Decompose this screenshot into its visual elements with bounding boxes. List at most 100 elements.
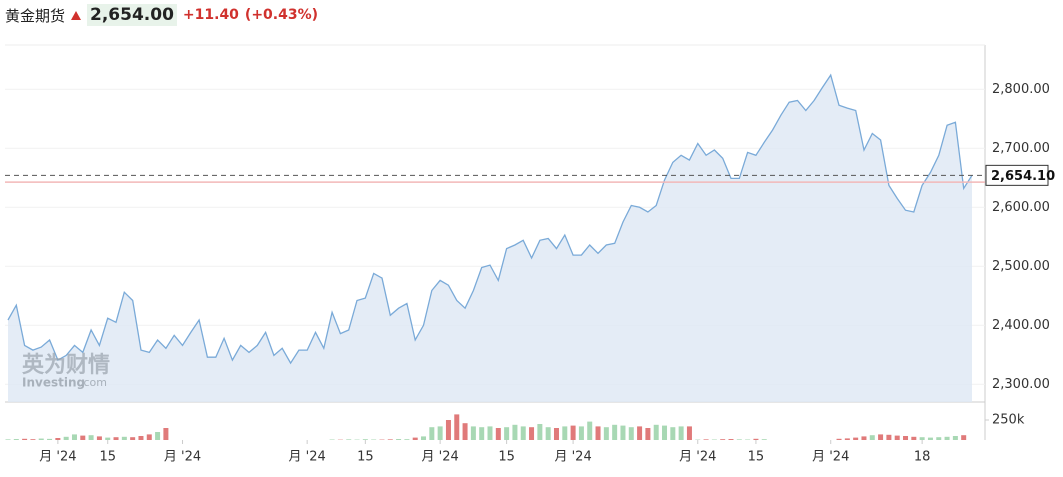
volume-bar xyxy=(761,439,767,440)
volume-bar xyxy=(495,428,501,440)
volume-bar xyxy=(404,439,410,440)
change-percent: (+0.43%) xyxy=(244,7,319,23)
x-tick-label: 月 '24 xyxy=(164,450,201,465)
volume-bar xyxy=(578,426,584,440)
volume-bar xyxy=(520,426,526,440)
volume-bar xyxy=(105,437,111,440)
x-tick-label: 15 xyxy=(357,450,374,465)
volume-bar xyxy=(155,432,161,440)
volume-bar xyxy=(22,438,28,440)
volume-bar xyxy=(537,424,543,440)
volume-bar xyxy=(919,437,925,440)
x-tick-label: 15 xyxy=(498,450,515,465)
volume-bar xyxy=(703,439,709,440)
volume-bar xyxy=(570,425,576,440)
volume-bar xyxy=(911,436,917,440)
volume-bar xyxy=(861,436,867,440)
volume-bar xyxy=(878,434,884,440)
volume-bar xyxy=(903,436,909,440)
volume-bar xyxy=(944,436,950,440)
volume-bar xyxy=(728,439,734,440)
volume-bar xyxy=(479,427,485,440)
volume-bar xyxy=(603,427,609,440)
volume-bar xyxy=(437,426,443,440)
x-tick-label: 月 '24 xyxy=(679,450,716,465)
volume-bar xyxy=(529,427,535,440)
x-tick-label: 月 '24 xyxy=(39,450,76,465)
volume-bar xyxy=(30,439,36,440)
volume-bar xyxy=(38,438,44,440)
volume-bar xyxy=(47,438,53,440)
up-arrow xyxy=(71,10,82,20)
volume-bar xyxy=(138,436,144,440)
x-tick-label: 月 '24 xyxy=(422,450,459,465)
y-tick-label: 2,400.00 xyxy=(992,318,1050,333)
change: +11.40 xyxy=(182,7,239,23)
volume-bar xyxy=(927,437,933,440)
volume-bar xyxy=(678,426,684,440)
volume-bar xyxy=(55,438,61,440)
x-tick-label: 月 '24 xyxy=(289,450,326,465)
volume-bar xyxy=(130,437,136,440)
volume-bar xyxy=(612,424,618,440)
volume-bar xyxy=(952,436,958,440)
volume-tick-label: 250k xyxy=(992,413,1025,428)
x-tick-label: 月 '24 xyxy=(554,450,591,465)
last-price-label: 2,654.10 xyxy=(991,169,1055,184)
watermark-en: Investing xyxy=(22,376,85,390)
watermark-cn: 英为财情 xyxy=(22,352,110,378)
price: 2,654.00 xyxy=(87,4,177,26)
instrument-name: 黄金期货 xyxy=(5,6,66,25)
volume-bar xyxy=(686,426,692,440)
volume-bar xyxy=(121,436,127,440)
volume-bar xyxy=(96,436,102,440)
volume-bar xyxy=(5,439,11,440)
x-tick-label: 15 xyxy=(99,450,116,465)
y-tick-label: 2,500.00 xyxy=(992,259,1050,274)
volume-bar xyxy=(736,439,742,440)
volume-bar xyxy=(545,427,551,440)
volume-bar xyxy=(620,425,626,440)
volume-bar xyxy=(346,439,352,440)
volume-bar xyxy=(445,420,451,440)
volume-bar xyxy=(886,434,892,440)
volume-bar xyxy=(853,437,859,440)
volume-bar xyxy=(362,439,368,440)
y-tick-label: 2,700.00 xyxy=(992,141,1050,156)
y-tick-label: 2,800.00 xyxy=(992,82,1050,97)
volume-bar xyxy=(936,437,942,440)
volume-bar xyxy=(562,426,568,440)
x-tick-label: 月 '24 xyxy=(812,450,849,465)
volume-bar xyxy=(595,426,601,440)
volume-bar xyxy=(80,435,86,440)
volume-bar xyxy=(512,424,518,440)
last-price-box xyxy=(985,164,1049,186)
volume-bar xyxy=(421,436,427,440)
volume-bar xyxy=(961,435,967,440)
volume-bar xyxy=(836,438,842,440)
volume-bar xyxy=(387,439,393,440)
price-line xyxy=(7,73,973,365)
volume-bar xyxy=(396,439,402,440)
volume-bar xyxy=(504,427,510,440)
header: 黄金期货 2,654.00 +11.40 (+0.43%) xyxy=(0,0,318,30)
volume-bar xyxy=(13,439,19,440)
volume-bar xyxy=(113,437,119,440)
volume-bar xyxy=(429,427,435,440)
volume-bar xyxy=(462,423,468,440)
volume-bar xyxy=(645,428,651,440)
volume-bar xyxy=(844,438,850,440)
volume-bar xyxy=(163,428,169,440)
volume-bar xyxy=(653,424,659,440)
watermark-suffix: .com xyxy=(80,376,107,389)
y-tick-label: 2,600.00 xyxy=(992,200,1050,215)
volume-bar xyxy=(637,426,643,440)
x-tick-label: 15 xyxy=(748,450,765,465)
volume-bar xyxy=(894,435,900,440)
price-area xyxy=(8,75,972,402)
volume-bar xyxy=(670,427,676,440)
volume-bar xyxy=(553,428,559,440)
volume-bar xyxy=(869,435,875,440)
